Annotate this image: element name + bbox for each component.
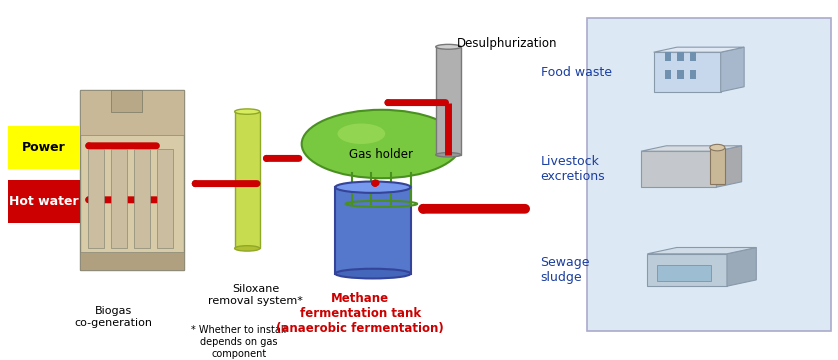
Bar <box>80 252 184 270</box>
Bar <box>657 265 711 281</box>
Bar <box>587 18 831 331</box>
Text: Sewage
sludge: Sewage sludge <box>541 256 590 284</box>
Text: Gas holder: Gas holder <box>349 148 413 161</box>
Bar <box>158 149 173 248</box>
Ellipse shape <box>335 269 411 279</box>
Bar <box>80 90 184 270</box>
Bar <box>647 254 727 286</box>
Ellipse shape <box>235 246 260 251</box>
Text: Biogas
co-generation: Biogas co-generation <box>74 306 153 328</box>
Bar <box>235 112 260 248</box>
Bar <box>335 187 411 274</box>
Text: Desulphurization: Desulphurization <box>457 37 557 50</box>
Ellipse shape <box>710 144 725 151</box>
Text: Power: Power <box>22 141 66 154</box>
Bar <box>654 52 721 92</box>
Text: Siloxane
removal system*: Siloxane removal system* <box>208 284 303 306</box>
Bar <box>677 70 684 79</box>
Ellipse shape <box>235 109 260 114</box>
Polygon shape <box>716 146 742 187</box>
Bar <box>111 90 142 112</box>
Bar <box>677 52 684 61</box>
Bar <box>665 52 671 61</box>
Ellipse shape <box>335 181 411 193</box>
Bar <box>88 149 104 248</box>
Bar <box>8 180 80 223</box>
Bar <box>690 70 696 79</box>
Ellipse shape <box>436 44 461 49</box>
Polygon shape <box>647 248 756 254</box>
Circle shape <box>338 123 385 144</box>
Polygon shape <box>641 146 742 151</box>
Bar <box>80 90 184 135</box>
Text: Livestock
excretions: Livestock excretions <box>541 155 605 183</box>
Bar <box>436 47 461 155</box>
Bar <box>111 149 127 248</box>
Text: Methane
fermentation tank
(anaerobic fermentation): Methane fermentation tank (anaerobic fer… <box>277 292 444 335</box>
Text: Food waste: Food waste <box>541 66 612 78</box>
Polygon shape <box>654 47 744 52</box>
Bar <box>690 52 696 61</box>
Bar <box>134 149 150 248</box>
Ellipse shape <box>436 153 461 157</box>
Bar <box>8 126 80 169</box>
Text: Hot water: Hot water <box>9 195 79 208</box>
Text: * Whether to install
depends on gas
component: * Whether to install depends on gas comp… <box>191 325 287 359</box>
Circle shape <box>302 110 461 178</box>
Bar <box>710 148 725 184</box>
Polygon shape <box>727 248 756 286</box>
Bar <box>641 151 716 187</box>
Bar <box>665 70 671 79</box>
Polygon shape <box>721 47 744 92</box>
